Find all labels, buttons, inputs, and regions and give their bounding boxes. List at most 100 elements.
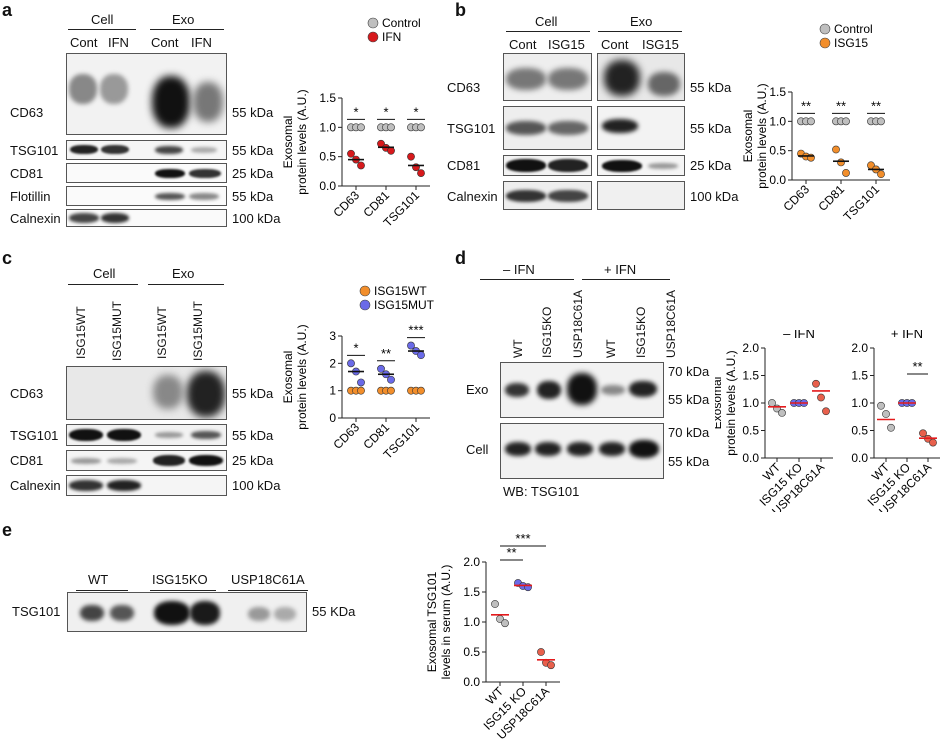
- significance-label: **: [871, 98, 881, 113]
- data-point: [837, 158, 845, 167]
- legend-marker: [367, 17, 379, 29]
- row-label-tsg101: TSG101: [12, 604, 61, 619]
- panel-label-b: b: [455, 0, 466, 20]
- significance-label: **: [836, 98, 846, 113]
- blot-tsg101-cell: [503, 106, 592, 150]
- significance-label: ***: [515, 531, 530, 546]
- kda-label: 55 kDa: [232, 143, 274, 158]
- kda-label: 55 kDa: [232, 386, 274, 401]
- legend-label: ISG15MUT: [374, 298, 435, 312]
- legend-marker: [359, 299, 371, 311]
- y-tick-label: 1.5: [851, 369, 868, 383]
- data-point: [347, 359, 355, 368]
- lane-label: ISG15: [642, 37, 679, 52]
- panel-label-d: d: [455, 248, 466, 268]
- blot-flotillin: [66, 186, 227, 206]
- lane-label: IFN: [191, 35, 212, 50]
- panel-label-a: a: [2, 0, 13, 20]
- y-tick-label: 2.0: [742, 341, 759, 355]
- y-tick-label: 1.5: [742, 369, 759, 383]
- y-tick-label: 3: [329, 329, 336, 343]
- row-label-tsg101: TSG101: [10, 143, 59, 158]
- data-point: [407, 341, 415, 350]
- legend-marker: [367, 31, 379, 43]
- kda-label: 55 kDa: [232, 428, 274, 443]
- legend-label: IFN: [382, 30, 401, 44]
- data-point: [407, 152, 415, 161]
- blot-cd81: [66, 163, 227, 183]
- kda-label: 70 kDa: [668, 425, 710, 440]
- significance-label: **: [801, 98, 811, 113]
- legend-label: Control: [834, 22, 873, 36]
- kda-label: 55 kDa: [690, 121, 732, 136]
- row-label-calnexin: Calnexin: [447, 189, 498, 204]
- y-tick-label: 0.0: [769, 173, 786, 187]
- group-underline: [506, 31, 590, 32]
- y-tick-label: 0: [329, 411, 336, 425]
- y-tick-label: 0.5: [463, 645, 480, 659]
- kda-label: 70 kDa: [668, 364, 710, 379]
- row-label-tsg101: TSG101: [10, 428, 59, 443]
- y-tick-label: 1: [329, 384, 336, 398]
- kda-label: 100 kDa: [690, 189, 739, 204]
- row-label-cd63: CD63: [447, 80, 481, 95]
- data-point: [822, 407, 830, 416]
- significance-label: *: [413, 104, 418, 119]
- blot-cd63: [66, 366, 227, 420]
- kda-label: 55 kDa: [232, 189, 274, 204]
- y-axis-label: Exosomal: [281, 351, 295, 404]
- y-tick-label: 2: [329, 356, 336, 370]
- lane-label: ISG15MUT: [110, 300, 124, 361]
- y-tick-label: 0.5: [742, 424, 759, 438]
- x-tick-label: TSG101: [841, 182, 883, 224]
- kda-label: 55 KDa: [312, 604, 356, 619]
- row-label-cd81: CD81: [447, 158, 481, 173]
- blot-tsg101: [66, 140, 227, 160]
- y-axis-label: Exosomal: [715, 377, 724, 430]
- blot-calnexin-exo: [597, 181, 685, 210]
- y-tick-label: 2.0: [463, 555, 480, 569]
- data-point: [387, 146, 395, 155]
- kda-label: 55 kDa: [232, 105, 274, 120]
- group-label-cell: Cell: [93, 266, 116, 281]
- lane-label: ISG15KO: [634, 306, 648, 358]
- y-tick-label: 0.5: [319, 150, 336, 164]
- panel-label-c: c: [2, 248, 13, 268]
- data-point: [357, 161, 365, 170]
- kda-label: 25 kDa: [232, 166, 274, 181]
- group-underline: [68, 284, 138, 285]
- group-underline: [148, 284, 224, 285]
- data-point: [357, 123, 365, 132]
- row-label-calnexin: Calnexin: [10, 478, 61, 493]
- data-point: [387, 123, 395, 132]
- group-underline: [480, 279, 574, 280]
- y-axis-label: protein levels (A.U.): [295, 89, 309, 194]
- y-tick-label: 0.0: [319, 179, 336, 193]
- kda-label: 55 kDa: [668, 392, 710, 407]
- lane-label: Cont: [601, 37, 629, 52]
- lane-label: USP18C61A: [664, 289, 678, 358]
- blot-cd81-exo: [597, 155, 685, 176]
- significance-label: *: [353, 104, 358, 119]
- row-label-cd63: CD63: [10, 386, 44, 401]
- significance-label: **: [506, 545, 516, 560]
- row-label-cell: Cell: [466, 442, 489, 457]
- significance-label: ***: [408, 323, 423, 338]
- y-axis-label: Exosomal: [281, 116, 295, 169]
- blot-cd63-cell: [503, 53, 592, 101]
- data-point: [842, 169, 850, 177]
- group-label-cell: Cell: [535, 14, 558, 29]
- group-label-plus-ifn: + IFN: [604, 262, 637, 277]
- data-point: [882, 410, 890, 418]
- group-underline: [582, 279, 670, 280]
- y-tick-label: 1.0: [851, 396, 868, 410]
- group-label-exo: Exo: [172, 12, 195, 27]
- blot-tsg101: [66, 424, 227, 446]
- data-point: [491, 600, 499, 608]
- y-tick-label: 1.5: [769, 85, 786, 99]
- y-tick-label: 0.0: [742, 451, 759, 465]
